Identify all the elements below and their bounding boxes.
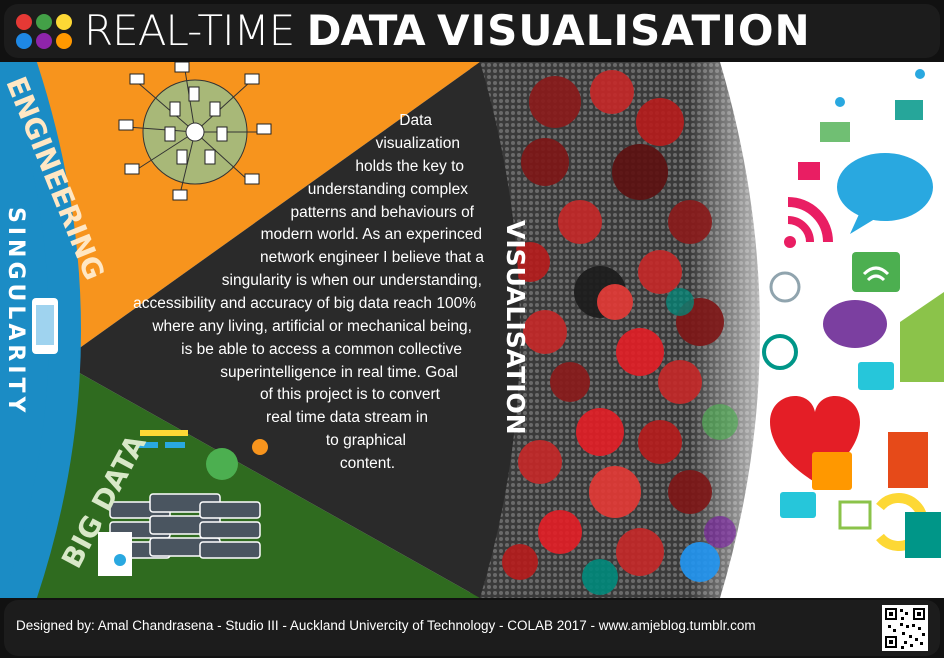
text-line: singularity is when our understanding,	[221, 272, 482, 289]
bokeh-dots	[502, 70, 738, 595]
text-line: understanding complex	[307, 181, 468, 198]
header-bar: REAL-TIME DATA VISUALISATION	[4, 4, 940, 58]
footer-bar: Designed by: Amal Chandrasena - Studio I…	[4, 600, 940, 656]
text-line: network engineer I believe that a	[259, 249, 484, 266]
text-line: real time data stream in	[266, 409, 428, 426]
title-part-realtime: REAL-TIME	[84, 6, 295, 55]
text-line: visualization	[375, 135, 460, 152]
text-line: holds the key to	[355, 158, 464, 175]
credit-text: Designed by: Amal Chandrasena - Studio I…	[16, 618, 756, 633]
logo-dot	[56, 33, 72, 49]
text-line: content.	[339, 455, 395, 472]
logo-dot	[36, 33, 52, 49]
shopping-basket-icon	[812, 452, 852, 490]
phone-icon	[32, 298, 58, 354]
report-icon	[98, 532, 132, 576]
logo-dot	[36, 14, 52, 30]
logo-dots-icon	[16, 14, 74, 50]
logo-dot	[16, 14, 32, 30]
text-line: accessibility and accuracy of big data r…	[133, 295, 476, 312]
text-line: modern world. As an experinced	[260, 226, 482, 243]
visualisation-label: VISUALISATION	[501, 220, 530, 435]
description-text: Data visualization holds the key to unde…	[70, 110, 490, 530]
text-line: superintelligence in real time. Goal	[220, 364, 458, 381]
speech-bubble-icon	[837, 153, 933, 221]
singularity-label: SINGULARITY	[3, 207, 28, 417]
artwork-canvas	[0, 62, 944, 598]
title-part-visualisation: VISUALISATION	[436, 6, 811, 55]
title-part-data: DATA	[306, 6, 426, 55]
text-line: is be able to access a common collective	[181, 341, 462, 358]
text-line: of this project is to convert	[259, 386, 440, 403]
text-line: where any living, artificial or mechanic…	[152, 318, 472, 335]
engineering-wedge	[0, 62, 480, 362]
icon-cluster	[762, 69, 944, 558]
text-line: patterns and behaviours of	[290, 204, 474, 221]
poster-artwork: ENGINEERING SINGULARITY BIG DATA VISUALI…	[0, 62, 944, 598]
page-title: REAL-TIME DATA VISUALISATION	[84, 6, 811, 56]
server-stack-icon	[98, 430, 268, 576]
network-diagram-icon	[118, 62, 272, 201]
wifi-icon	[852, 252, 900, 292]
logo-dot	[56, 14, 72, 30]
qr-code-icon	[882, 605, 928, 651]
center-dark-panel	[60, 62, 520, 598]
logo-dot	[16, 33, 32, 49]
text-line: to graphical	[325, 432, 406, 449]
text-line: Data	[399, 112, 432, 129]
